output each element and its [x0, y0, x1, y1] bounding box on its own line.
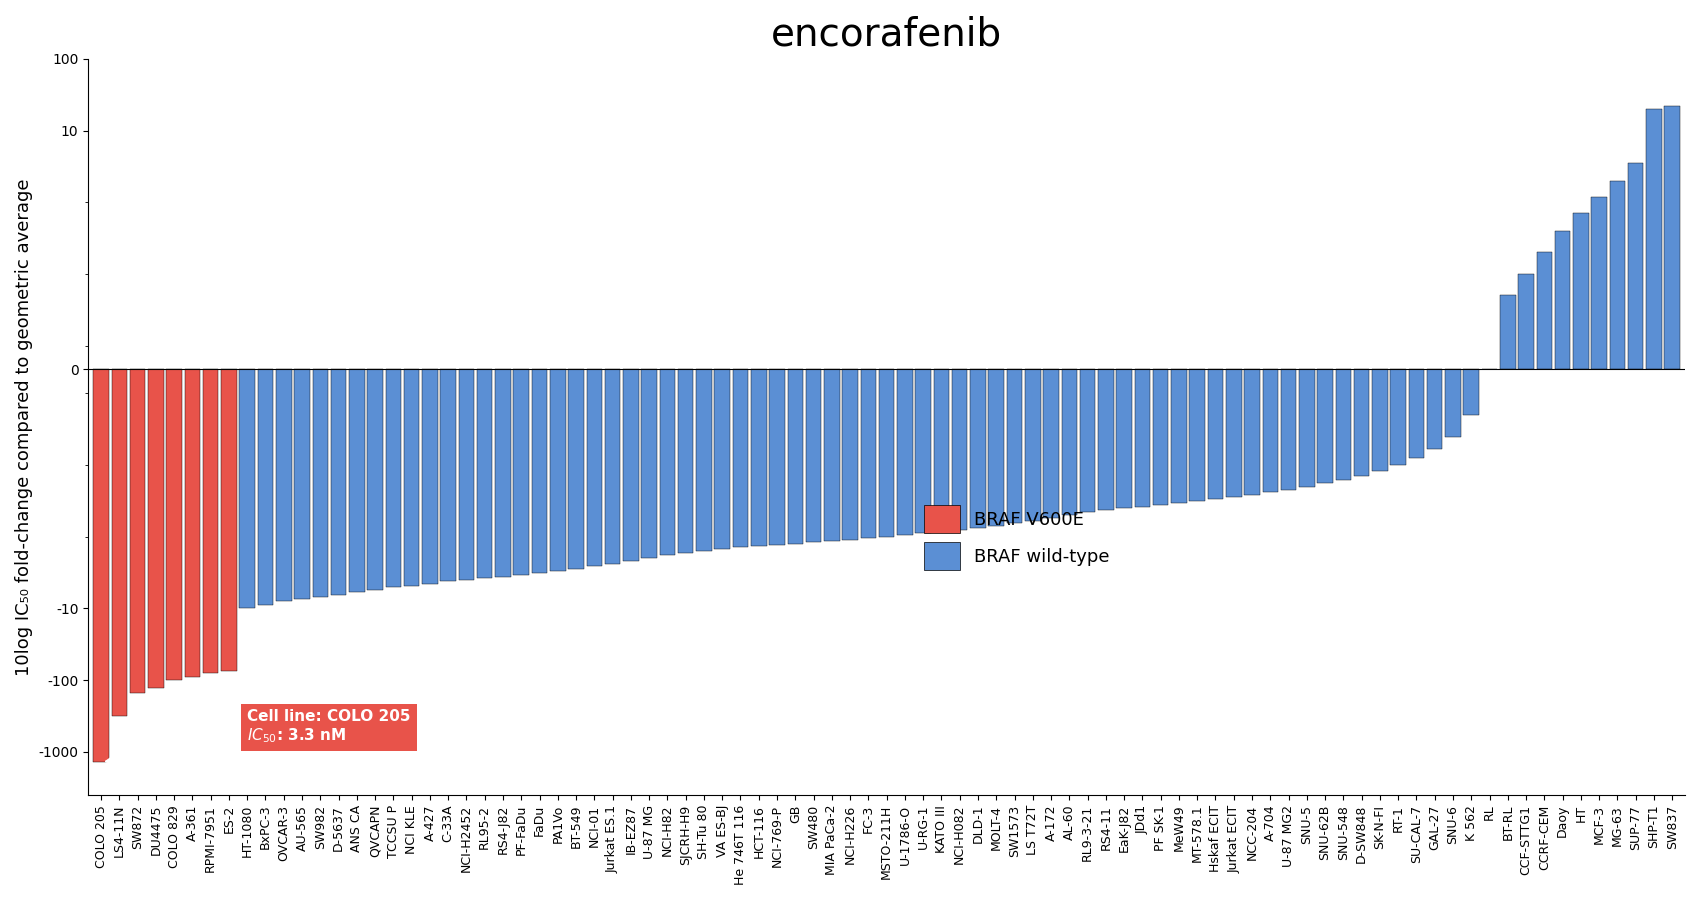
- Bar: [1190, 370, 1205, 501]
- Bar: [678, 370, 694, 554]
- Bar: [551, 370, 566, 571]
- Bar: [624, 370, 639, 562]
- Bar: [952, 370, 967, 530]
- Bar: [1280, 370, 1297, 490]
- Bar: [714, 370, 729, 549]
- Bar: [1556, 230, 1571, 370]
- Bar: [1518, 274, 1533, 370]
- Bar: [167, 370, 182, 680]
- Bar: [1153, 370, 1168, 505]
- Bar: [422, 370, 437, 583]
- Bar: [586, 370, 602, 566]
- Bar: [1318, 370, 1333, 483]
- Bar: [1299, 370, 1314, 487]
- Bar: [1591, 196, 1606, 370]
- Bar: [1025, 370, 1040, 521]
- Bar: [860, 370, 876, 538]
- Legend: BRAF V600E, BRAF wild-type: BRAF V600E, BRAF wild-type: [916, 498, 1117, 577]
- Bar: [258, 370, 274, 605]
- Bar: [879, 370, 894, 536]
- Bar: [1499, 295, 1516, 370]
- Bar: [770, 370, 785, 544]
- Bar: [1372, 370, 1387, 471]
- Bar: [185, 370, 201, 677]
- Bar: [1646, 109, 1661, 370]
- Bar: [1664, 106, 1680, 370]
- Bar: [733, 370, 748, 547]
- Bar: [1061, 370, 1078, 515]
- Bar: [294, 370, 309, 599]
- Bar: [1263, 370, 1278, 492]
- Bar: [915, 370, 932, 534]
- Bar: [605, 370, 620, 564]
- Bar: [240, 370, 255, 608]
- Bar: [112, 370, 128, 716]
- Bar: [1134, 370, 1151, 507]
- Bar: [1409, 370, 1425, 458]
- Bar: [1464, 370, 1479, 415]
- Y-axis label: 10log IC₅₀ fold-change compared to geometric average: 10log IC₅₀ fold-change compared to geome…: [15, 178, 32, 676]
- Bar: [988, 370, 1005, 526]
- Bar: [1391, 370, 1406, 465]
- Bar: [1445, 370, 1460, 436]
- Bar: [1207, 370, 1224, 500]
- Bar: [1080, 370, 1095, 512]
- Bar: [1629, 163, 1644, 370]
- Bar: [933, 370, 949, 532]
- Bar: [1044, 370, 1059, 518]
- Bar: [94, 370, 109, 762]
- Bar: [148, 370, 163, 688]
- Bar: [386, 370, 401, 587]
- Bar: [275, 370, 291, 601]
- Bar: [221, 370, 236, 671]
- Bar: [824, 370, 840, 541]
- Bar: [313, 370, 328, 598]
- Bar: [787, 370, 802, 544]
- Bar: [332, 370, 347, 595]
- Bar: [440, 370, 456, 581]
- Bar: [1610, 181, 1625, 370]
- Title: encorafenib: encorafenib: [772, 15, 1003, 53]
- Bar: [1426, 370, 1443, 449]
- Bar: [1336, 370, 1352, 480]
- Bar: [971, 370, 986, 527]
- Bar: [568, 370, 583, 569]
- Bar: [1244, 370, 1260, 495]
- Text: Cell line: COLO 205
$IC_{50}$: 3.3 nM: Cell line: COLO 205 $IC_{50}$: 3.3 nM: [105, 709, 411, 763]
- Bar: [1117, 370, 1132, 508]
- Bar: [697, 370, 712, 552]
- Bar: [1572, 213, 1588, 370]
- Bar: [1171, 370, 1187, 503]
- Bar: [660, 370, 675, 555]
- Bar: [405, 370, 420, 586]
- Bar: [367, 370, 382, 590]
- Bar: [641, 370, 656, 558]
- Bar: [1537, 252, 1552, 370]
- Bar: [1353, 370, 1370, 475]
- Bar: [513, 370, 529, 575]
- Bar: [898, 370, 913, 536]
- Bar: [129, 370, 146, 693]
- Bar: [751, 370, 767, 546]
- Bar: [459, 370, 474, 580]
- Bar: [478, 370, 493, 579]
- Bar: [1098, 370, 1114, 509]
- Bar: [806, 370, 821, 543]
- Bar: [1006, 370, 1022, 523]
- Bar: [842, 370, 858, 540]
- Bar: [348, 370, 364, 592]
- Bar: [532, 370, 547, 573]
- Bar: [495, 370, 510, 577]
- Bar: [1226, 370, 1241, 497]
- Bar: [202, 370, 218, 673]
